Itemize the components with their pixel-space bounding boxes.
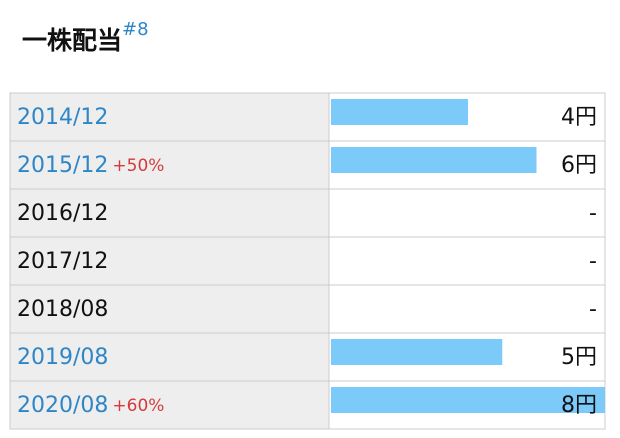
period: 2016/12 (17, 201, 108, 226)
period[interactable]: 2020/08 (17, 393, 108, 418)
value-cell (328, 284, 606, 334)
title-text: 一株配当 (22, 26, 122, 55)
period-label[interactable]: 2020/08 +60% (17, 393, 164, 418)
value-label: - (589, 201, 597, 226)
label-cell (9, 380, 330, 430)
value-label: - (589, 249, 597, 274)
period-label: 2017/12 (17, 249, 108, 274)
label-cell (9, 332, 330, 382)
label-cell (9, 236, 330, 286)
label-cell (9, 188, 330, 238)
value-label: 5円 (561, 345, 597, 370)
value-label: 8円 (561, 393, 597, 418)
period-label: 2018/08 (17, 297, 108, 322)
change: +50% (112, 156, 164, 176)
period-label[interactable]: 2019/08 (17, 345, 108, 370)
value-label: 6円 (561, 153, 597, 178)
label-cell (9, 140, 330, 190)
bar (331, 387, 605, 413)
dividend-table: 2014/12 4円 2015/12 +50% 6円 2016/12 - 2017/12 - 20… (9, 92, 606, 430)
period[interactable]: 2019/08 (17, 345, 108, 370)
title: 一株配当#8 (22, 19, 149, 55)
period: 2017/12 (17, 249, 108, 274)
value-cell (328, 188, 606, 238)
period-label: 2016/12 (17, 201, 108, 226)
period-label[interactable]: 2015/12 +50% (17, 153, 164, 178)
value-label: 4円 (561, 105, 597, 130)
title-tag[interactable]: #8 (122, 19, 149, 40)
change: +60% (112, 396, 164, 416)
period-label[interactable]: 2014/12 (17, 105, 108, 130)
value-label: - (589, 297, 597, 322)
value-cell (328, 236, 606, 286)
bar (331, 339, 503, 365)
period[interactable]: 2015/12 (17, 153, 108, 178)
period: 2018/08 (17, 297, 108, 322)
bar (331, 99, 468, 125)
label-cell (9, 92, 330, 142)
bar (331, 147, 537, 173)
period[interactable]: 2014/12 (17, 105, 108, 130)
